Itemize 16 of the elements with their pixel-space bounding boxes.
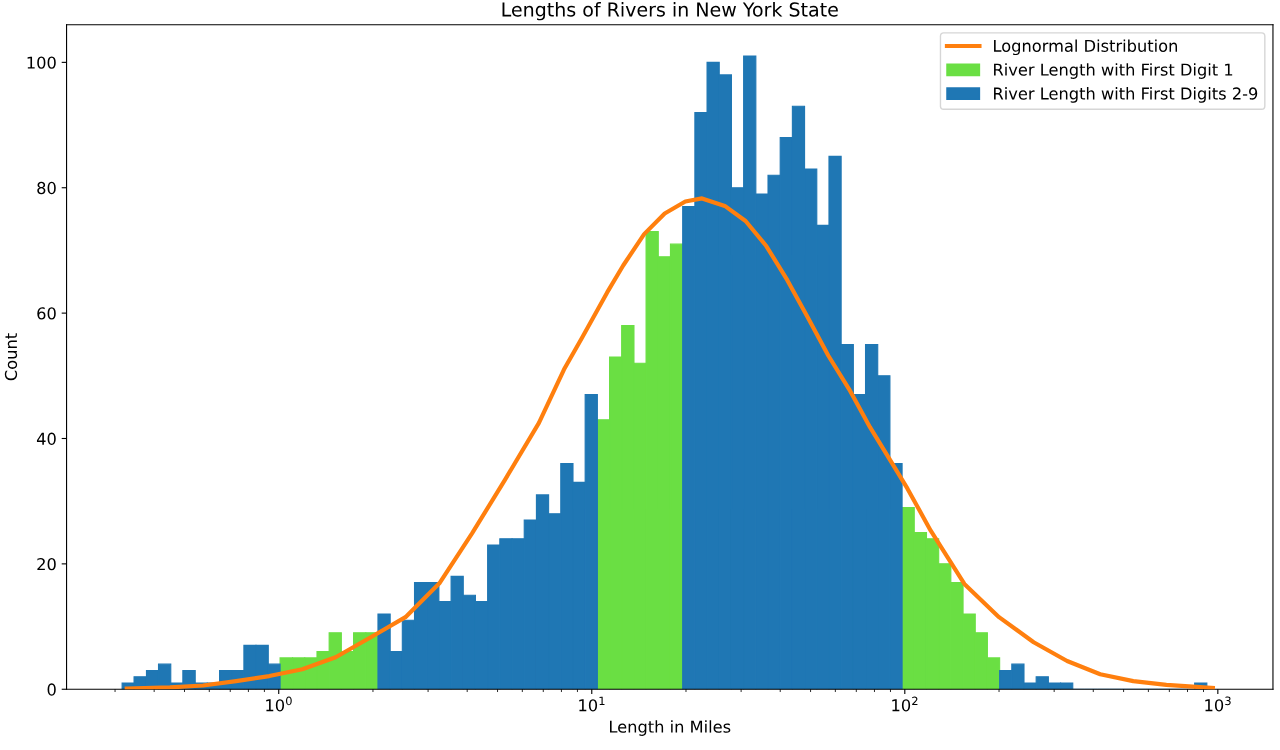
legend-label: River Length with First Digits 2-9 bbox=[994, 87, 1258, 103]
y-tick-label: 20 bbox=[37, 557, 56, 571]
y-axis-title: Count bbox=[4, 333, 18, 381]
x-tick-label: 10$^{1}$ bbox=[579, 696, 605, 712]
x-tick-label: 10$^{3}$ bbox=[1205, 696, 1231, 712]
y-tick-label: 100 bbox=[27, 56, 56, 69]
legend-label: Lognormal Distribution bbox=[994, 39, 1178, 56]
x-tick-label: 10$^{0}$ bbox=[266, 696, 292, 712]
chart-title: Lengths of Rivers in New York State bbox=[502, 1, 838, 21]
y-tick-label: 80 bbox=[37, 181, 56, 195]
x-tick-label: 10$^{2}$ bbox=[892, 696, 918, 712]
y-tick-label: 60 bbox=[37, 307, 56, 320]
x-axis-title: Length in Miles bbox=[610, 720, 731, 736]
legend-label: River Length with First Digit 1 bbox=[994, 63, 1233, 79]
y-tick-label: 0 bbox=[47, 683, 56, 696]
y-tick-label: 40 bbox=[36, 432, 56, 445]
